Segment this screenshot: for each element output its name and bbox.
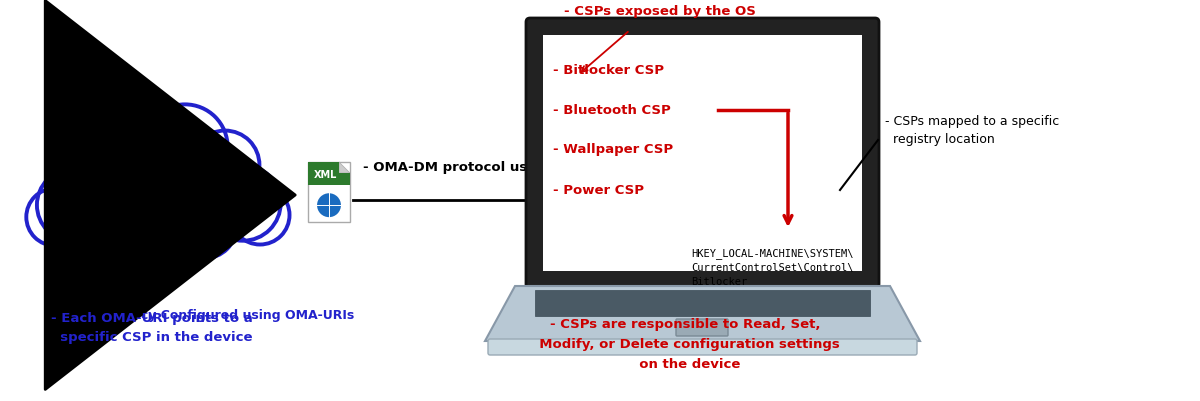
Text: HKEY_LOCAL-MACHINE\SYSTEM\
CurrentControlSet\Control\
Bitlocker: HKEY_LOCAL-MACHINE\SYSTEM\ CurrentContro… [691,248,853,287]
Text: - CSPs mapped to a specific
  registry location: - CSPs mapped to a specific registry loc… [886,115,1060,146]
Polygon shape [485,286,920,341]
FancyBboxPatch shape [308,173,350,185]
Circle shape [174,196,236,258]
FancyBboxPatch shape [535,290,870,316]
Text: - CSPs exposed by the OS: - CSPs exposed by the OS [564,5,756,18]
Text: - Power CSP: - Power CSP [553,184,644,196]
Text: - Wallpaper CSP: - Wallpaper CSP [553,144,673,156]
FancyBboxPatch shape [542,35,862,271]
Circle shape [191,131,259,199]
Circle shape [58,148,148,238]
Text: Intune Service: Intune Service [97,182,222,198]
Circle shape [76,253,104,281]
Circle shape [230,186,289,245]
Circle shape [37,169,109,241]
Circle shape [160,142,254,237]
Polygon shape [340,162,350,173]
Circle shape [316,192,342,218]
FancyBboxPatch shape [676,319,728,336]
Text: - OMA-DM protocol used: - OMA-DM protocol used [364,162,546,174]
Circle shape [143,104,228,190]
Circle shape [205,165,281,241]
Text: - CSPs are responsible to Read, Set,
  Modify, or Delete configuration settings
: - CSPs are responsible to Read, Set, Mod… [530,318,840,371]
Circle shape [60,286,74,300]
FancyBboxPatch shape [488,339,917,355]
FancyBboxPatch shape [308,162,350,222]
Circle shape [67,271,88,291]
Text: Policy Configured using OMA-URIs: Policy Configured using OMA-URIs [115,308,355,322]
Text: - Bluetooth CSP: - Bluetooth CSP [553,103,671,117]
Circle shape [54,134,120,200]
Text: XML: XML [314,170,337,180]
Circle shape [120,99,190,168]
FancyBboxPatch shape [526,18,878,288]
FancyBboxPatch shape [308,162,340,185]
Circle shape [86,109,168,191]
Circle shape [78,197,137,257]
Circle shape [96,126,214,244]
Circle shape [26,188,84,246]
Text: - Bitlocker CSP: - Bitlocker CSP [553,63,664,77]
Text: - Each OMA-URI points to a
  specific CSP in the device: - Each OMA-URI points to a specific CSP … [52,312,253,344]
